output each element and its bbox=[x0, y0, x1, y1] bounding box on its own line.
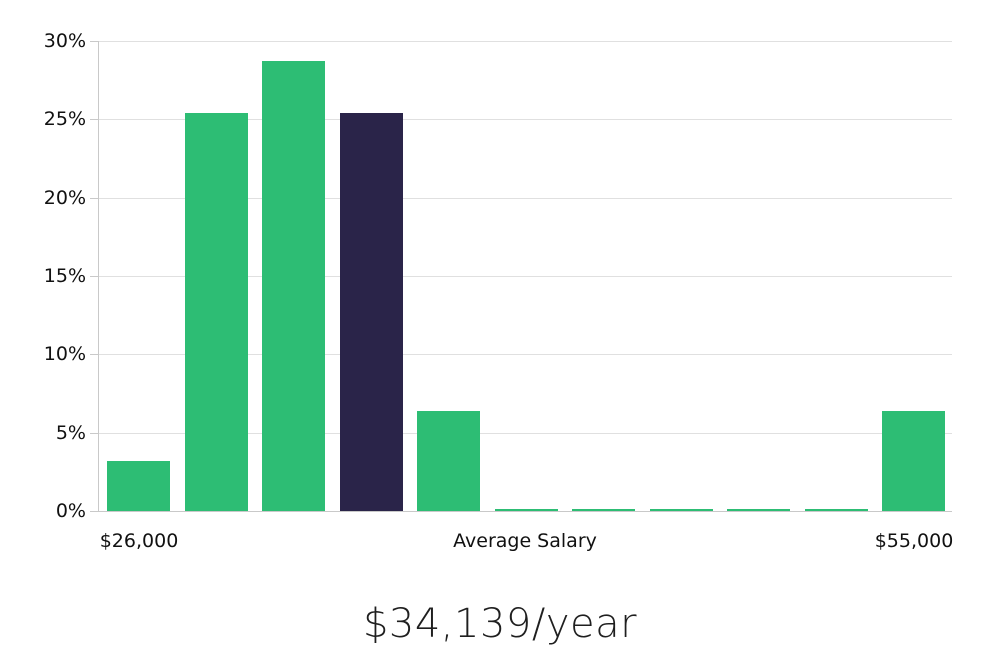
histogram-bar[interactable] bbox=[417, 411, 480, 511]
histogram-bar[interactable] bbox=[262, 61, 325, 511]
histogram-bar[interactable] bbox=[572, 509, 635, 511]
gridline-5pct bbox=[98, 433, 952, 434]
gridline-10pct bbox=[98, 354, 952, 355]
histogram-bar[interactable] bbox=[650, 509, 713, 511]
x-axis-line bbox=[98, 511, 952, 512]
y-tick-label: 25% bbox=[43, 108, 86, 130]
x-axis-label: $55,000 bbox=[874, 530, 954, 552]
y-tick-label: 10% bbox=[43, 343, 86, 365]
histogram-bar[interactable] bbox=[882, 411, 945, 511]
histogram-bar[interactable] bbox=[107, 461, 170, 511]
gridline-15pct bbox=[98, 276, 952, 277]
y-tick-mark bbox=[90, 41, 98, 42]
y-tick-mark bbox=[90, 198, 98, 199]
average-salary-title: $34,139/year bbox=[362, 601, 638, 647]
histogram-bar[interactable] bbox=[185, 113, 248, 511]
histogram-bar[interactable] bbox=[805, 509, 868, 511]
x-axis-label: $26,000 bbox=[99, 530, 179, 552]
y-tick-label: 20% bbox=[43, 187, 86, 209]
histogram-bar[interactable] bbox=[727, 509, 790, 511]
y-tick-mark bbox=[90, 354, 98, 355]
y-tick-label: 0% bbox=[55, 500, 86, 522]
y-axis-spine bbox=[98, 41, 99, 512]
gridline-30pct bbox=[98, 41, 952, 42]
gridline-20pct bbox=[98, 198, 952, 199]
y-tick-label: 30% bbox=[43, 30, 86, 52]
y-tick-label: 5% bbox=[55, 422, 86, 444]
histogram-bar-highlighted[interactable] bbox=[340, 113, 403, 511]
y-tick-mark bbox=[90, 119, 98, 120]
histogram-bar[interactable] bbox=[495, 509, 558, 511]
y-tick-mark bbox=[90, 276, 98, 277]
gridline-25pct bbox=[98, 119, 952, 120]
y-tick-mark bbox=[90, 433, 98, 434]
y-tick-mark bbox=[90, 511, 98, 512]
x-axis-label: Average Salary bbox=[453, 530, 597, 552]
y-tick-label: 15% bbox=[43, 265, 86, 287]
